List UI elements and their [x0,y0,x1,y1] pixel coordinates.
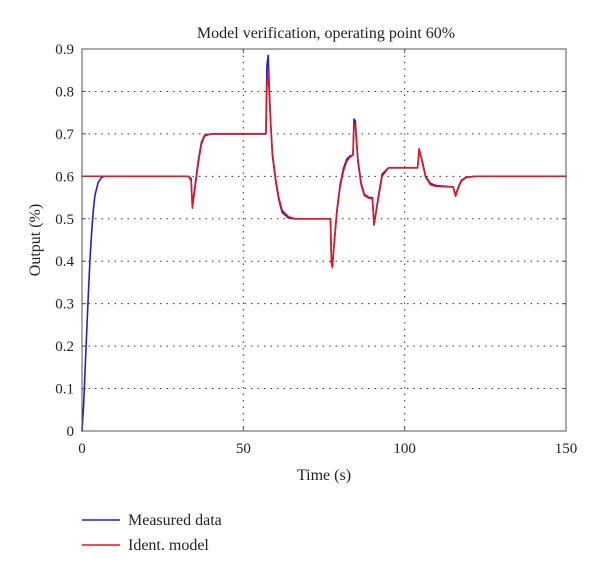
grid [82,49,566,431]
series-layer [81,54,567,432]
x-tick-label: 150 [555,441,578,457]
y-tick-label: 0 [67,424,75,440]
legend-label-measured-data: Measured data [128,512,222,529]
y-tick-label: 0.5 [55,212,74,228]
y-tick-label: 0.4 [55,254,74,270]
x-tick-label: 50 [236,441,251,457]
x-axis-label: Time (s) [297,467,351,484]
series-line-ident-model [81,69,567,269]
y-tick-label: 0.9 [55,42,74,58]
series-line-measured-data [81,54,567,432]
y-tick-label: 0.7 [55,127,74,143]
chart-title: Model verification, operating point 60% [197,25,455,42]
y-tick-label: 0.1 [55,382,74,398]
plot-frame [81,48,567,432]
axis-ticks: 0 0.1 0.2 0.3 0.4 0.5 0.6 0.7 0.8 0.9 0 50 100 150 [55,42,577,457]
y-axis-label: Output (%) [27,204,44,276]
x-tick-label: 0 [78,441,86,457]
y-tick-label: 0.8 [55,84,74,100]
legend: Measured data Ident. model [82,512,222,554]
y-tick-label: 0.3 [55,297,74,313]
x-tick-label: 100 [393,441,416,457]
y-tick-label: 0.2 [55,339,74,355]
legend-label-ident-model: Ident. model [128,537,209,554]
y-tick-label: 0.6 [55,169,74,185]
